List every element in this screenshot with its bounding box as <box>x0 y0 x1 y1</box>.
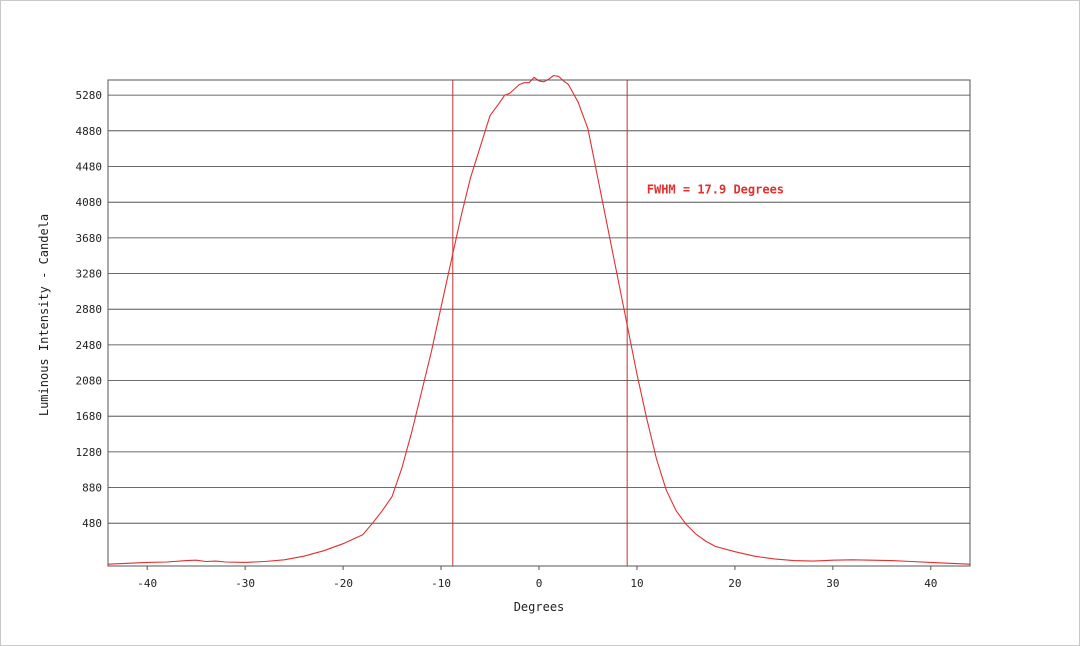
y-tick-label: 2880 <box>76 303 103 316</box>
y-tick-label: 1680 <box>76 410 103 423</box>
y-tick-label: 880 <box>82 482 102 495</box>
x-tick-label: -30 <box>235 577 255 590</box>
y-tick-label: 1280 <box>76 446 103 459</box>
y-tick-label: 5280 <box>76 89 103 102</box>
series-layer <box>107 74 971 565</box>
y-axis-title: Luminous Intensity - Candela <box>37 214 51 416</box>
y-tick-label: 4080 <box>76 196 103 209</box>
x-tick-label: 10 <box>630 577 643 590</box>
x-tick-label: 20 <box>728 577 741 590</box>
x-tick-label: -20 <box>333 577 353 590</box>
y-tick-label: 4480 <box>76 160 103 173</box>
intensity-curve <box>107 74 971 565</box>
x-axis-title: Degrees <box>514 600 565 614</box>
x-tick-label: 30 <box>826 577 839 590</box>
x-axis-ticks: -40 -30 -20 -10 0 10 20 30 40 <box>137 566 937 590</box>
x-tick-label: 0 <box>536 577 543 590</box>
y-tick-label: 3280 <box>76 268 103 281</box>
marker-layer <box>452 80 628 566</box>
fwhm-annotation: FWHM = 17.9 Degrees <box>647 182 784 196</box>
y-tick-label: 4880 <box>76 125 103 138</box>
y-tick-label: 3680 <box>76 232 103 245</box>
x-tick-label: 40 <box>924 577 937 590</box>
x-tick-label: -10 <box>431 577 451 590</box>
x-tick-label: -40 <box>137 577 157 590</box>
plot-area-border <box>107 79 971 567</box>
grid-layer <box>108 94 970 524</box>
y-tick-label: 2080 <box>76 375 103 388</box>
y-tick-label: 2480 <box>76 339 103 352</box>
y-axis-ticks: 480 880 1280 1680 2080 2480 2880 3280 3680 4080 44… <box>76 89 103 530</box>
y-tick-label: 480 <box>82 517 102 530</box>
